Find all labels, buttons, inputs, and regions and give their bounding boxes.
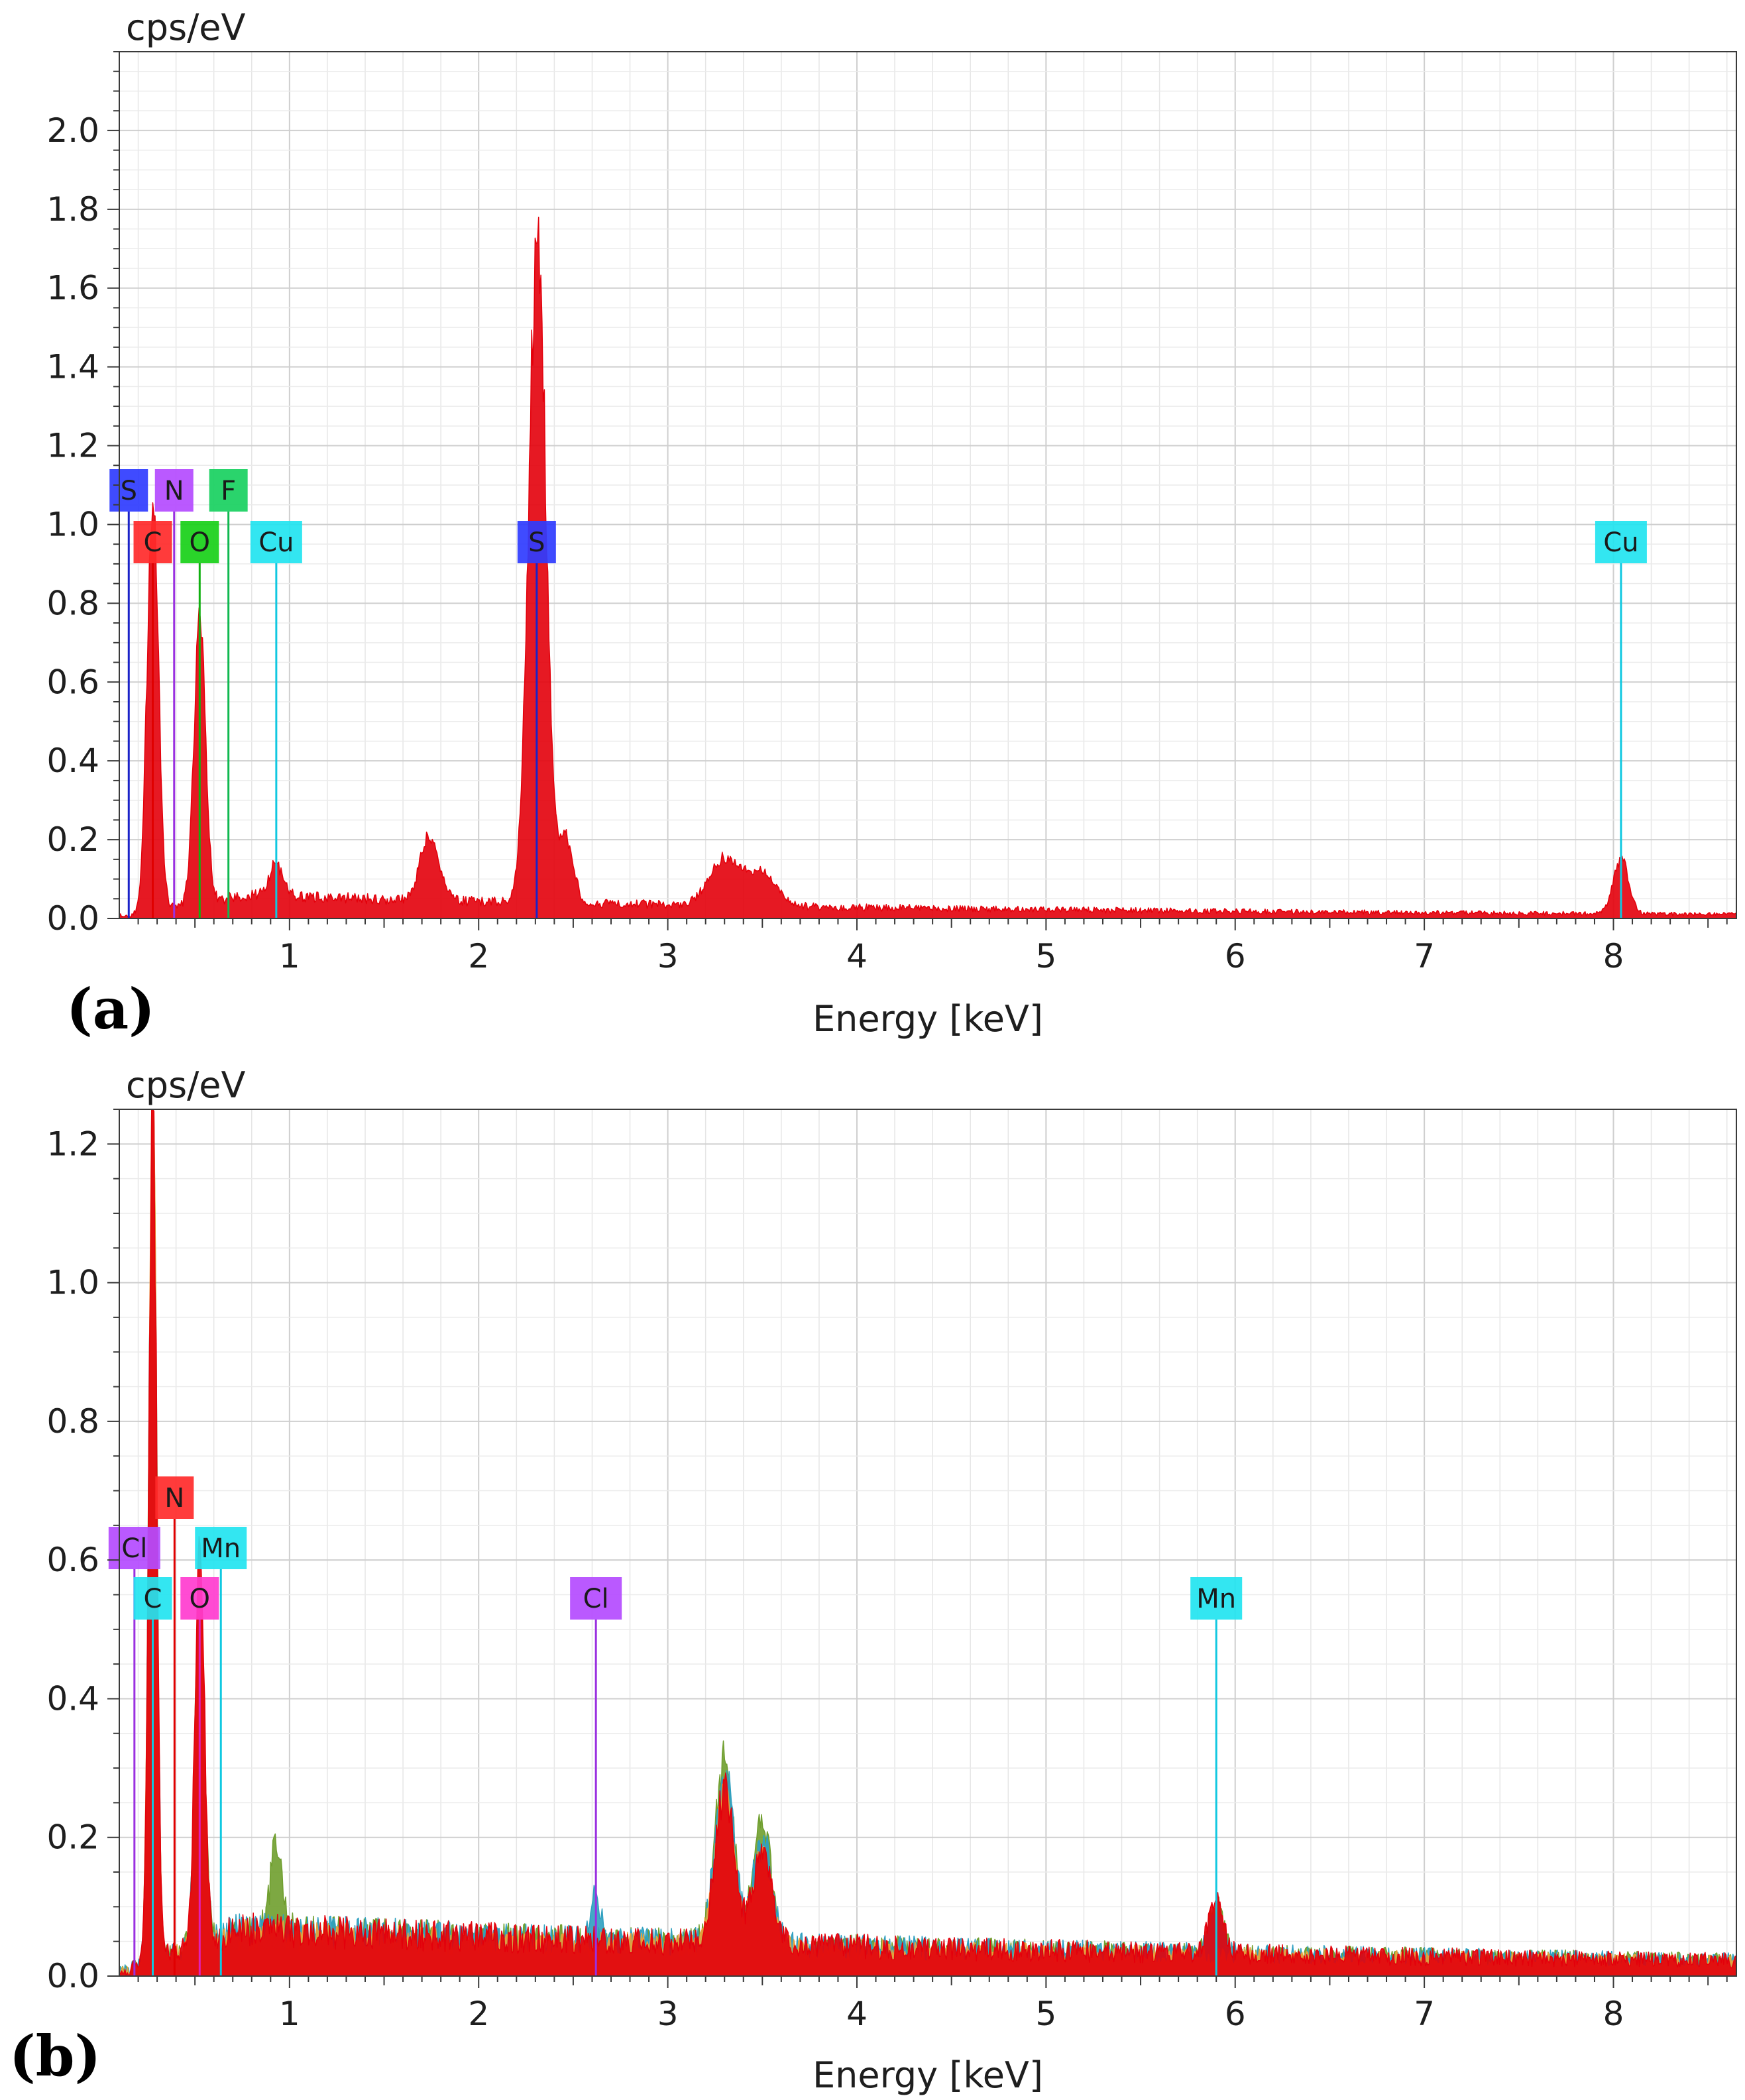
- panel-b-ticks: 1 2 3 4 5 6 7 8 0.0 0.2 0.4 0.6 0.8 1.0 1.2: [46, 1109, 1728, 2033]
- panel-b-x-tick-label: 4: [846, 1995, 868, 2033]
- panel-b-marker-box-o: [180, 1577, 219, 1620]
- panel-b-marker-label-mn: Mn: [1196, 1584, 1236, 1614]
- panel-b-x-axis-title: Energy [keV]: [813, 2054, 1043, 2096]
- panel-b-y-tick-label: 1.0: [46, 1264, 99, 1302]
- panel-a-y-tick-label: 0.8: [46, 584, 99, 622]
- panel-b-x-tick-label: 3: [657, 1995, 679, 2033]
- panel-b-marker-box-mn: [195, 1527, 247, 1569]
- panel-b-x-tick-label: 2: [468, 1995, 489, 2033]
- panel-b-traces: [119, 1109, 1737, 1977]
- panel-a-y-tick-label: 0.0: [46, 899, 99, 938]
- panel-b-y-tick-label: 0.2: [46, 1818, 99, 1857]
- panel-a-x-tick-label: 5: [1035, 937, 1056, 975]
- panel-b-x-tick-label: 7: [1414, 1995, 1435, 2033]
- panel-a-x-tick-label: 7: [1414, 937, 1435, 975]
- panel-a-marker-box-n: [154, 469, 194, 512]
- panel-b-plot-frame: [119, 1109, 1737, 1977]
- panel-a-marker-label-cu: Cu: [258, 527, 294, 558]
- panel-a-y-tick-label: 1.4: [46, 348, 99, 386]
- panel-a-marker-box-cu: [1595, 521, 1647, 563]
- panel-b-y-tick-label: 0.4: [46, 1679, 99, 1718]
- panel-b-x-tick-label: 5: [1035, 1995, 1056, 2033]
- panel-b-marker-box-n: [155, 1476, 194, 1519]
- panel-b-marker-label-c: C: [144, 1584, 162, 1614]
- panel-b-marker-box-c: [133, 1577, 172, 1620]
- panel-a-letter: (a): [66, 976, 155, 1042]
- panel-a-x-tick-label: 2: [468, 937, 489, 975]
- panel-b-element-markers: N Cl Mn C O Cl Mn: [108, 1476, 1243, 1976]
- panel-a-marker-label-s: S: [121, 476, 137, 506]
- panel-b-y-tick-label: 0.6: [46, 1541, 99, 1579]
- panel-b-y-axis-title: cps/eV: [126, 1064, 246, 1106]
- panel-b-marker-box-mn: [1190, 1577, 1243, 1620]
- panel-b-y-tick-label: 0.0: [46, 1957, 99, 1995]
- panel-a-ticks: 1 2 3 4 5 6 7 8 0.0 0.2 0.4 0.6 0.8 1.0 1.2 1.4 1.6 1.8 2.…: [46, 51, 1728, 975]
- panel-b-marker-label-mn: Mn: [201, 1533, 241, 1564]
- panel-a-marker-box-cu: [250, 521, 302, 563]
- panel-b-marker-box-cl: [570, 1577, 622, 1620]
- panel-a-traces: [119, 216, 1737, 919]
- panel-a-y-tick-label: 0.2: [46, 820, 99, 859]
- panel-a-element-markers: S N FC O Cu S Cu: [109, 469, 1647, 918]
- panel-b-spectrum-red-trace: [119, 1109, 1737, 1977]
- panel-b-grid: [119, 1109, 1736, 1976]
- panel-b-letter: (b): [9, 2023, 101, 2089]
- panel-b-x-tick-label: 8: [1603, 1995, 1624, 2033]
- panel-a-x-axis-title: Energy [keV]: [813, 998, 1043, 1040]
- panel-a-x-tick-label: 6: [1225, 937, 1246, 975]
- panel-a-y-tick-label: 2.0: [46, 111, 99, 150]
- panel-a-y-axis-title: cps/eV: [126, 7, 246, 48]
- panel-b-y-tick-label: 0.8: [46, 1402, 99, 1441]
- panel-a-marker-label-f: F: [221, 476, 236, 506]
- panel-a-spectrum-trace: [119, 216, 1737, 919]
- panel-a-marker-label-n: N: [164, 476, 184, 506]
- panel-a-marker-box-o: [180, 521, 219, 563]
- panel-b-y-tick-label: 1.2: [46, 1125, 99, 1163]
- panel-b-x-tick-label: 1: [279, 1995, 300, 2033]
- panel-a-x-tick-label: 1: [279, 937, 300, 975]
- panel-b-marker-label-o: O: [190, 1584, 210, 1614]
- panel-a-marker-label-c: C: [144, 527, 162, 558]
- panel-a-y-tick-label: 0.6: [46, 663, 99, 701]
- panel-a-x-tick-label: 8: [1603, 937, 1624, 975]
- panel-b-marker-label-cl: Cl: [583, 1584, 609, 1614]
- panel-b-marker-label-cl: Cl: [121, 1533, 147, 1564]
- panel-a-marker-box-f: [209, 469, 248, 512]
- panel-b-marker-label-n: N: [164, 1483, 184, 1514]
- panel-a-marker-label-s: S: [528, 527, 545, 558]
- panel-b-x-tick-label: 6: [1225, 1995, 1246, 2033]
- panel-a-marker-box-s: [517, 521, 556, 563]
- panel-b-marker-box-cl: [108, 1527, 160, 1569]
- panel-a-y-tick-label: 1.2: [46, 427, 99, 465]
- panel-a-y-tick-label: 1.0: [46, 505, 99, 543]
- panel-a-grid: [119, 51, 1736, 918]
- panel-a-x-tick-label: 4: [846, 937, 868, 975]
- panel-a-y-tick-label: 0.4: [46, 742, 99, 780]
- panel-a-y-tick-label: 1.6: [46, 269, 99, 307]
- panel-a-x-tick-label: 3: [657, 937, 679, 975]
- panel-a: S N FC O Cu S Cu 1 2 3 4 5 6 7 80.00.20.40.60.81.01.2…: [46, 7, 1737, 1042]
- panel-a-marker-label-cu: Cu: [1603, 527, 1638, 558]
- panel-a-marker-label-o: O: [190, 527, 210, 558]
- panel-a-marker-box-c: [133, 521, 172, 563]
- panel-a-y-tick-label: 1.8: [46, 190, 99, 229]
- panel-b: N Cl Mn C O Cl Mn 1 2 3 4 5 6 7 8 0.0 0.2 0.4 0.6 0.8 1.0 1.…: [9, 1064, 1737, 2096]
